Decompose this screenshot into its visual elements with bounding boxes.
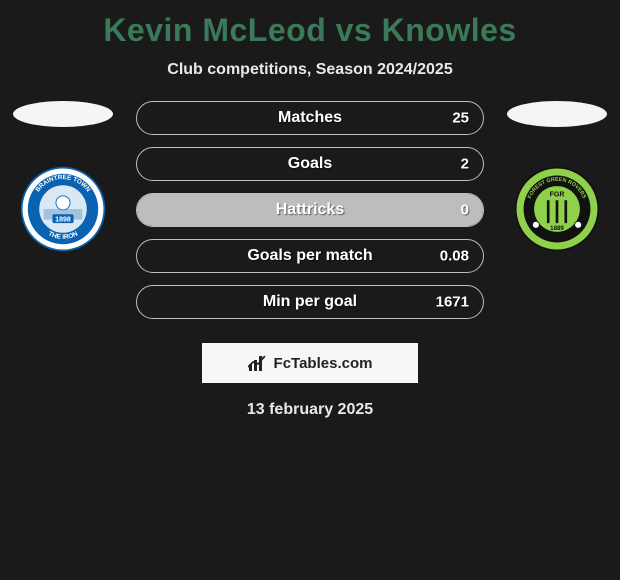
left-club-badge: BRAINTREE TOWN THE IRON 1898 bbox=[19, 165, 107, 253]
bars-icon bbox=[248, 354, 268, 372]
page-title: Kevin McLeod vs Knowles bbox=[0, 0, 620, 49]
stat-row: Hattricks 0 bbox=[136, 193, 484, 227]
stat-right-value: 0 bbox=[461, 202, 469, 219]
stat-right-value: 25 bbox=[452, 110, 469, 127]
player-shadow-left bbox=[13, 101, 113, 127]
stat-label: Hattricks bbox=[276, 201, 344, 219]
subtitle: Club competitions, Season 2024/2025 bbox=[0, 61, 620, 79]
brand-footer: FcTables.com bbox=[202, 343, 418, 383]
svg-text:1898: 1898 bbox=[55, 216, 71, 223]
stat-label: Goals per match bbox=[247, 247, 372, 265]
left-player-col: BRAINTREE TOWN THE IRON 1898 bbox=[8, 101, 118, 253]
stat-row: Goals 2 bbox=[136, 147, 484, 181]
brand-text: FcTables.com bbox=[274, 355, 373, 372]
stat-label: Matches bbox=[278, 109, 342, 127]
stats-col: Matches 25 Goals 2 Hattricks 0 Goals per match… bbox=[118, 101, 502, 331]
date-line: 13 february 2025 bbox=[0, 401, 620, 419]
comparison-row: BRAINTREE TOWN THE IRON 1898 Matches 25 Go… bbox=[0, 101, 620, 331]
player-shadow-right bbox=[507, 101, 607, 127]
stat-row: Goals per match 0.08 bbox=[136, 239, 484, 273]
right-club-badge: FOREST GREEN ROVERS FGR 1889 bbox=[513, 165, 601, 253]
braintree-badge-icon: BRAINTREE TOWN THE IRON 1898 bbox=[19, 165, 107, 253]
forest-green-badge-icon: FOREST GREEN ROVERS FGR 1889 bbox=[513, 165, 601, 253]
stat-right-value: 2 bbox=[461, 156, 469, 173]
svg-text:FGR: FGR bbox=[550, 192, 565, 199]
stat-row: Matches 25 bbox=[136, 101, 484, 135]
stat-label: Min per goal bbox=[263, 293, 357, 311]
right-player-col: FOREST GREEN ROVERS FGR 1889 bbox=[502, 101, 612, 253]
svg-text:1889: 1889 bbox=[550, 225, 564, 232]
stat-row: Min per goal 1671 bbox=[136, 285, 484, 319]
stat-right-value: 0.08 bbox=[440, 248, 469, 265]
stat-label: Goals bbox=[288, 155, 332, 173]
stat-right-value: 1671 bbox=[436, 294, 469, 311]
